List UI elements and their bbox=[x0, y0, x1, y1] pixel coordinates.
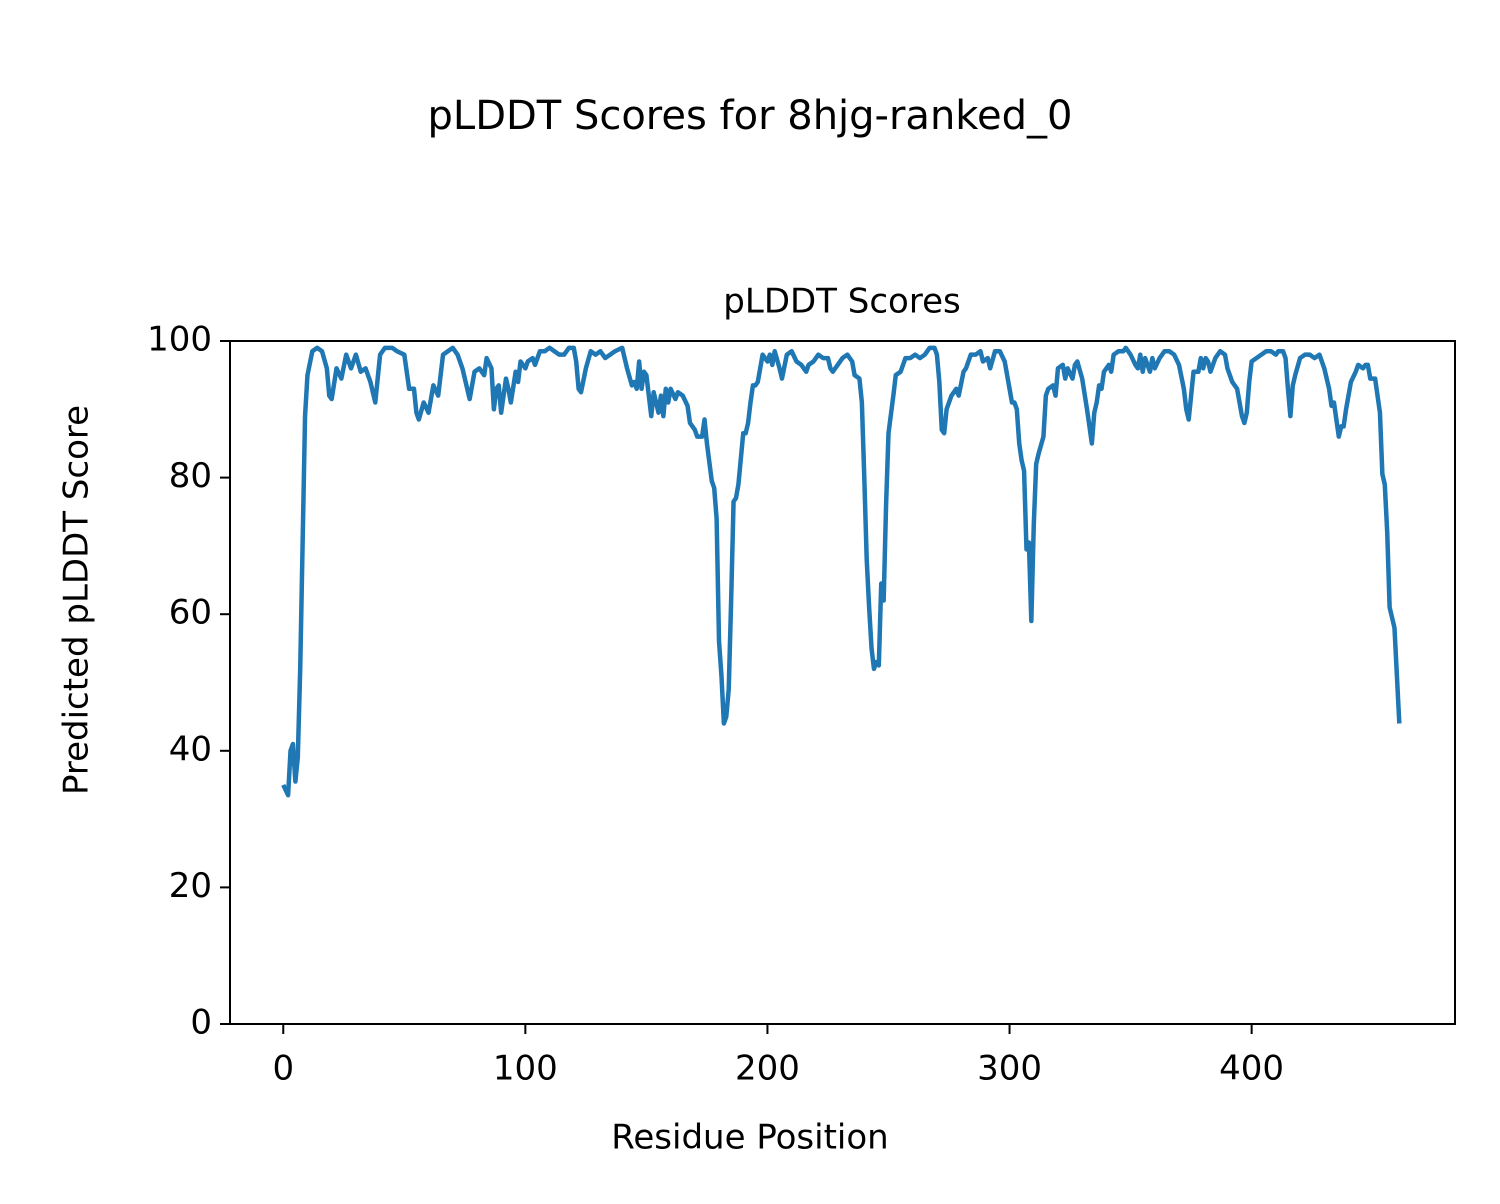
x-tick-label: 0 bbox=[272, 1049, 294, 1089]
y-axis-label: Predicted pLDDT Score bbox=[57, 405, 97, 795]
y-tick-label: 80 bbox=[169, 456, 212, 496]
x-tick-label: 300 bbox=[977, 1049, 1042, 1089]
x-tick-label: 100 bbox=[493, 1049, 558, 1089]
x-axis-label: Residue Position bbox=[611, 1118, 888, 1158]
y-tick-label: 40 bbox=[169, 729, 212, 769]
axes-frame bbox=[229, 340, 1456, 1025]
y-tick-label: 20 bbox=[169, 866, 212, 906]
axes-title: pLDDT Scores bbox=[723, 282, 960, 322]
y-tick-label: 100 bbox=[147, 320, 212, 360]
x-tick-label: 400 bbox=[1219, 1049, 1284, 1089]
data-line bbox=[281, 345, 1402, 798]
y-tick-label: 0 bbox=[190, 1003, 212, 1043]
figure-title: pLDDT Scores for 8hjg-ranked_0 bbox=[428, 93, 1073, 139]
y-tick-label: 60 bbox=[169, 593, 212, 633]
x-tick-label: 200 bbox=[735, 1049, 800, 1089]
